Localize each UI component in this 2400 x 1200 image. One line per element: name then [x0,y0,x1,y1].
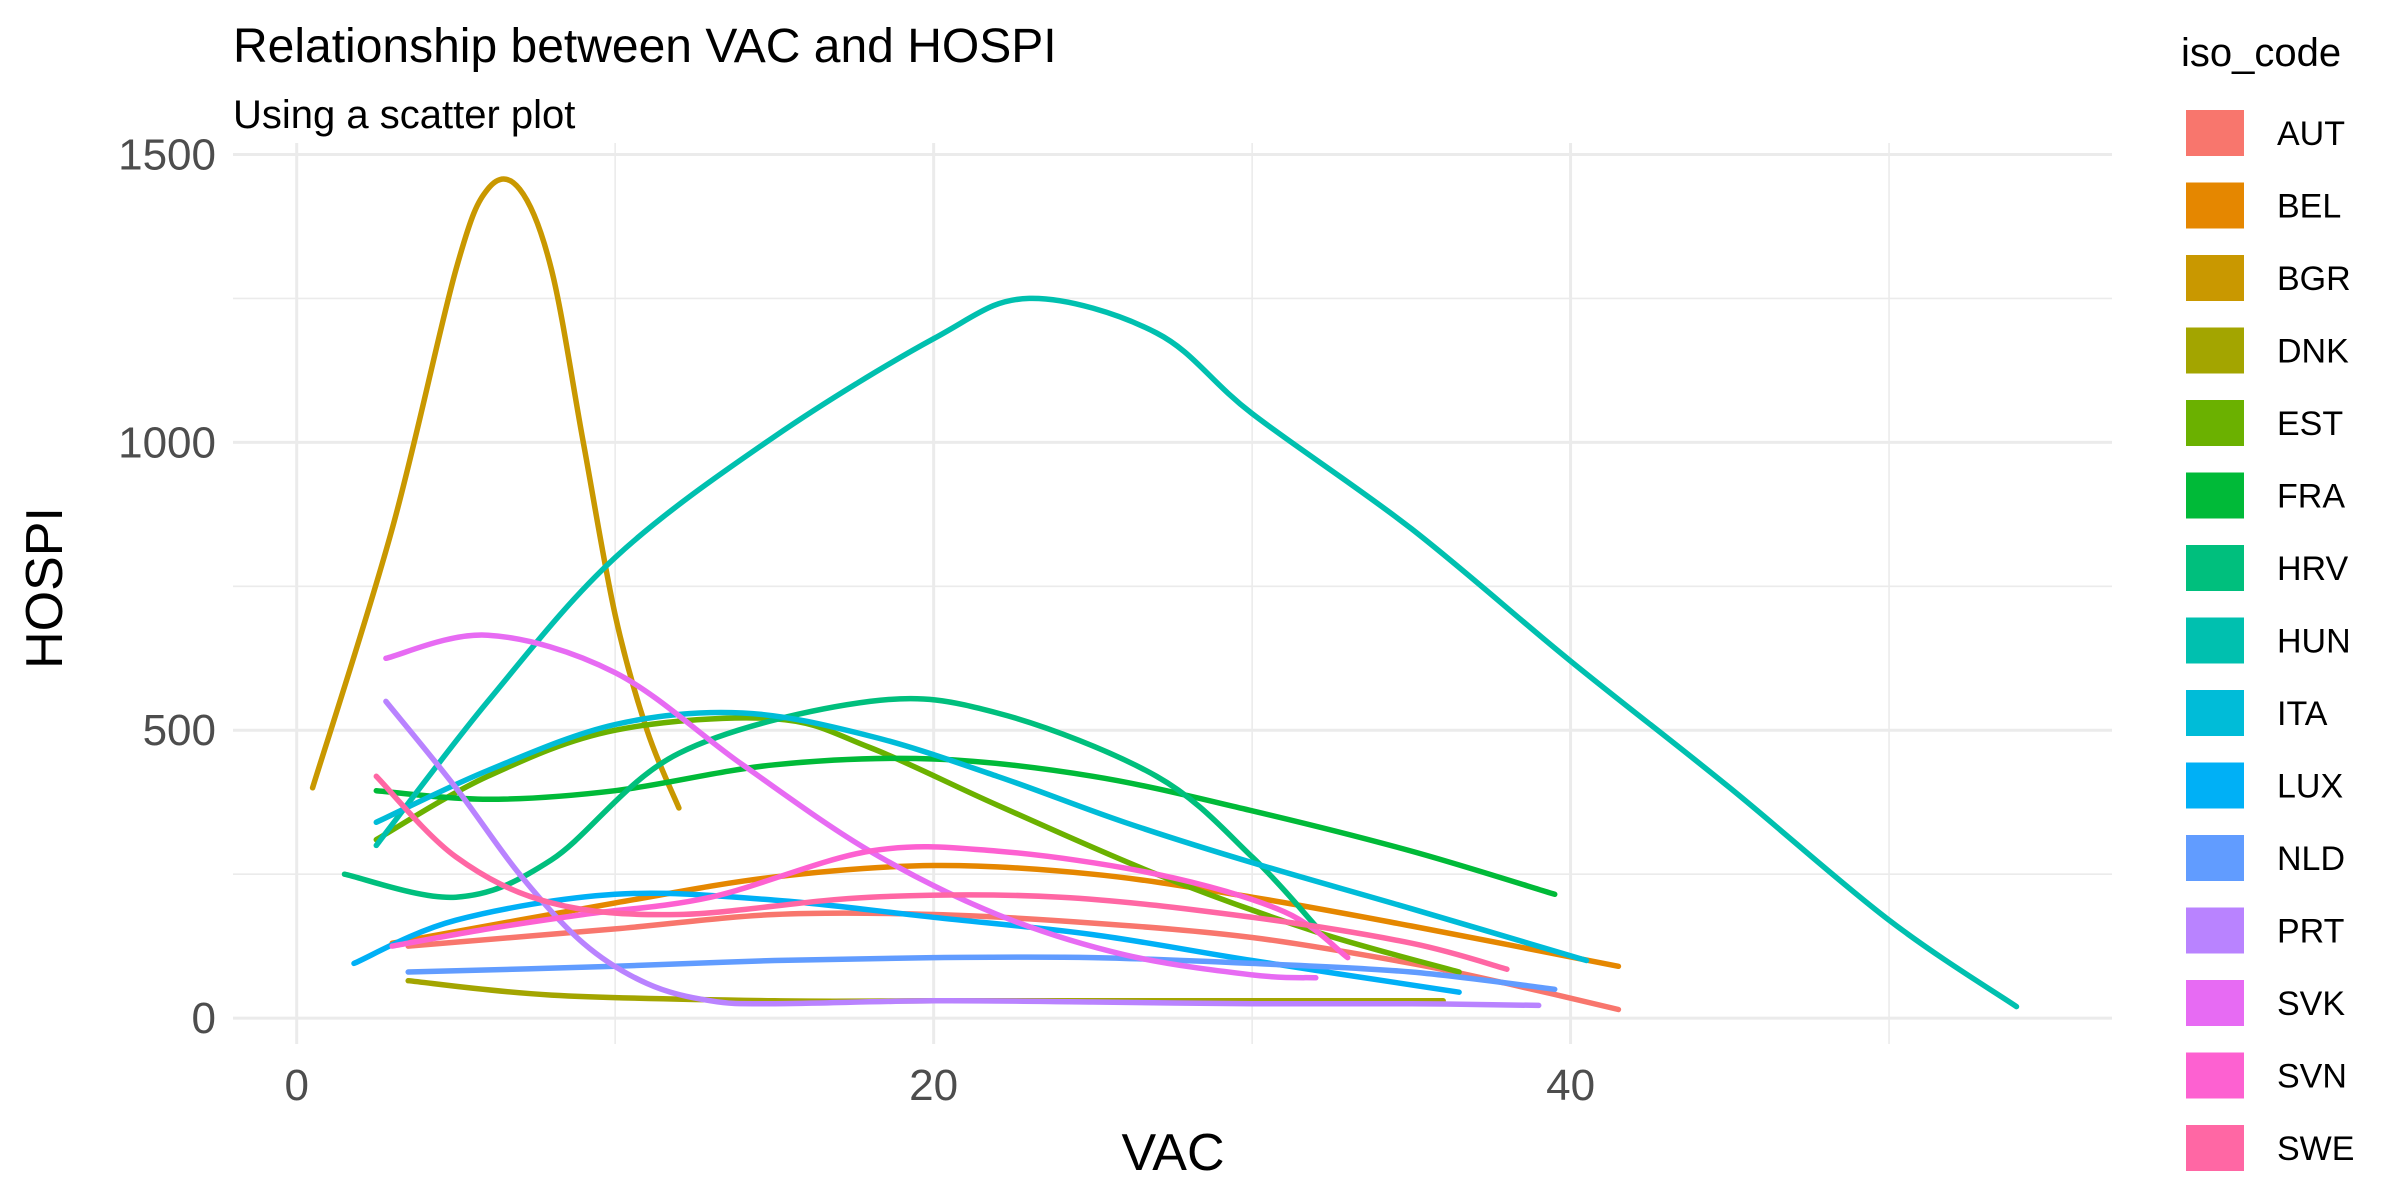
legend-label-svn: SVN [2277,1058,2347,1096]
legend-swatch-prt [2186,907,2244,954]
legend-swatch-lux [2186,762,2244,809]
legend-swatch-ita [2186,690,2244,736]
legend-label-aut: AUT [2277,115,2345,153]
series-group [309,176,2020,1013]
legend: AUT BEL BGR DNK EST FRA HRV HUN ITA LUX NLD PRT SVK S… [2186,110,2354,1171]
y-axis-title: HOSPI [16,507,74,669]
series-line-bel [389,862,1622,970]
legend-label-bel: BEL [2277,188,2341,226]
legend-swatch-svn [2186,1052,2244,1099]
legend-label-ita: ITA [2277,695,2328,733]
legend-label-svk: SVK [2277,985,2345,1023]
chart-title: Relationship between VAC and HOSPI [233,20,1057,73]
x-tick-label: 20 [909,1061,958,1110]
series-line-hun [373,295,2020,1010]
x-tick-label: 0 [284,1061,308,1110]
legend-swatch-fra [2186,472,2244,519]
series-line-bgr [309,176,682,811]
legend-swatch-aut [2186,110,2244,156]
y-tick-label: 1000 [118,418,216,467]
series-line-svn [389,843,1351,961]
legend-swatch-bgr [2186,255,2244,301]
series-line-svk [383,632,1319,981]
legend-label-hun: HUN [2277,623,2351,661]
legend-swatch-swe [2186,1125,2244,1171]
legend-label-bgr: BGR [2277,260,2351,298]
legend-swatch-svk [2186,980,2244,1026]
legend-swatch-bel [2186,182,2244,229]
legend-label-fra: FRA [2277,478,2345,516]
y-tick-label: 0 [192,994,216,1043]
series-line-prt [383,698,1542,1009]
legend-label-dnk: DNK [2277,333,2349,371]
legend-label-lux: LUX [2277,768,2343,806]
y-tick-label: 1500 [118,131,216,180]
legend-label-nld: NLD [2277,840,2345,878]
legend-label-est: EST [2277,405,2343,443]
legend-label-swe: SWE [2277,1130,2354,1168]
series-line-nld [405,954,1558,993]
legend-label-prt: PRT [2277,913,2344,951]
legend-swatch-nld [2186,835,2244,881]
legend-swatch-dnk [2186,327,2244,374]
x-axis-title: VAC [1121,1124,1224,1182]
legend-label-hrv: HRV [2277,550,2348,588]
gridlines [233,143,2112,1044]
legend-title: iso_code [2181,31,2341,75]
legend-swatch-est [2186,400,2244,446]
tick-labels: 0 500 1000 1500 0 20 40 [118,131,1595,1110]
legend-swatch-hrv [2186,545,2244,591]
series-line-hrv [341,695,1319,929]
chart-subtitle: Using a scatter plot [233,93,575,137]
series-line-swe [373,773,1510,972]
x-tick-label: 40 [1546,1061,1595,1110]
series-line-ita [373,709,1590,964]
y-tick-label: 500 [143,706,216,755]
legend-swatch-hun [2186,617,2244,664]
series-line-lux [351,890,1462,995]
